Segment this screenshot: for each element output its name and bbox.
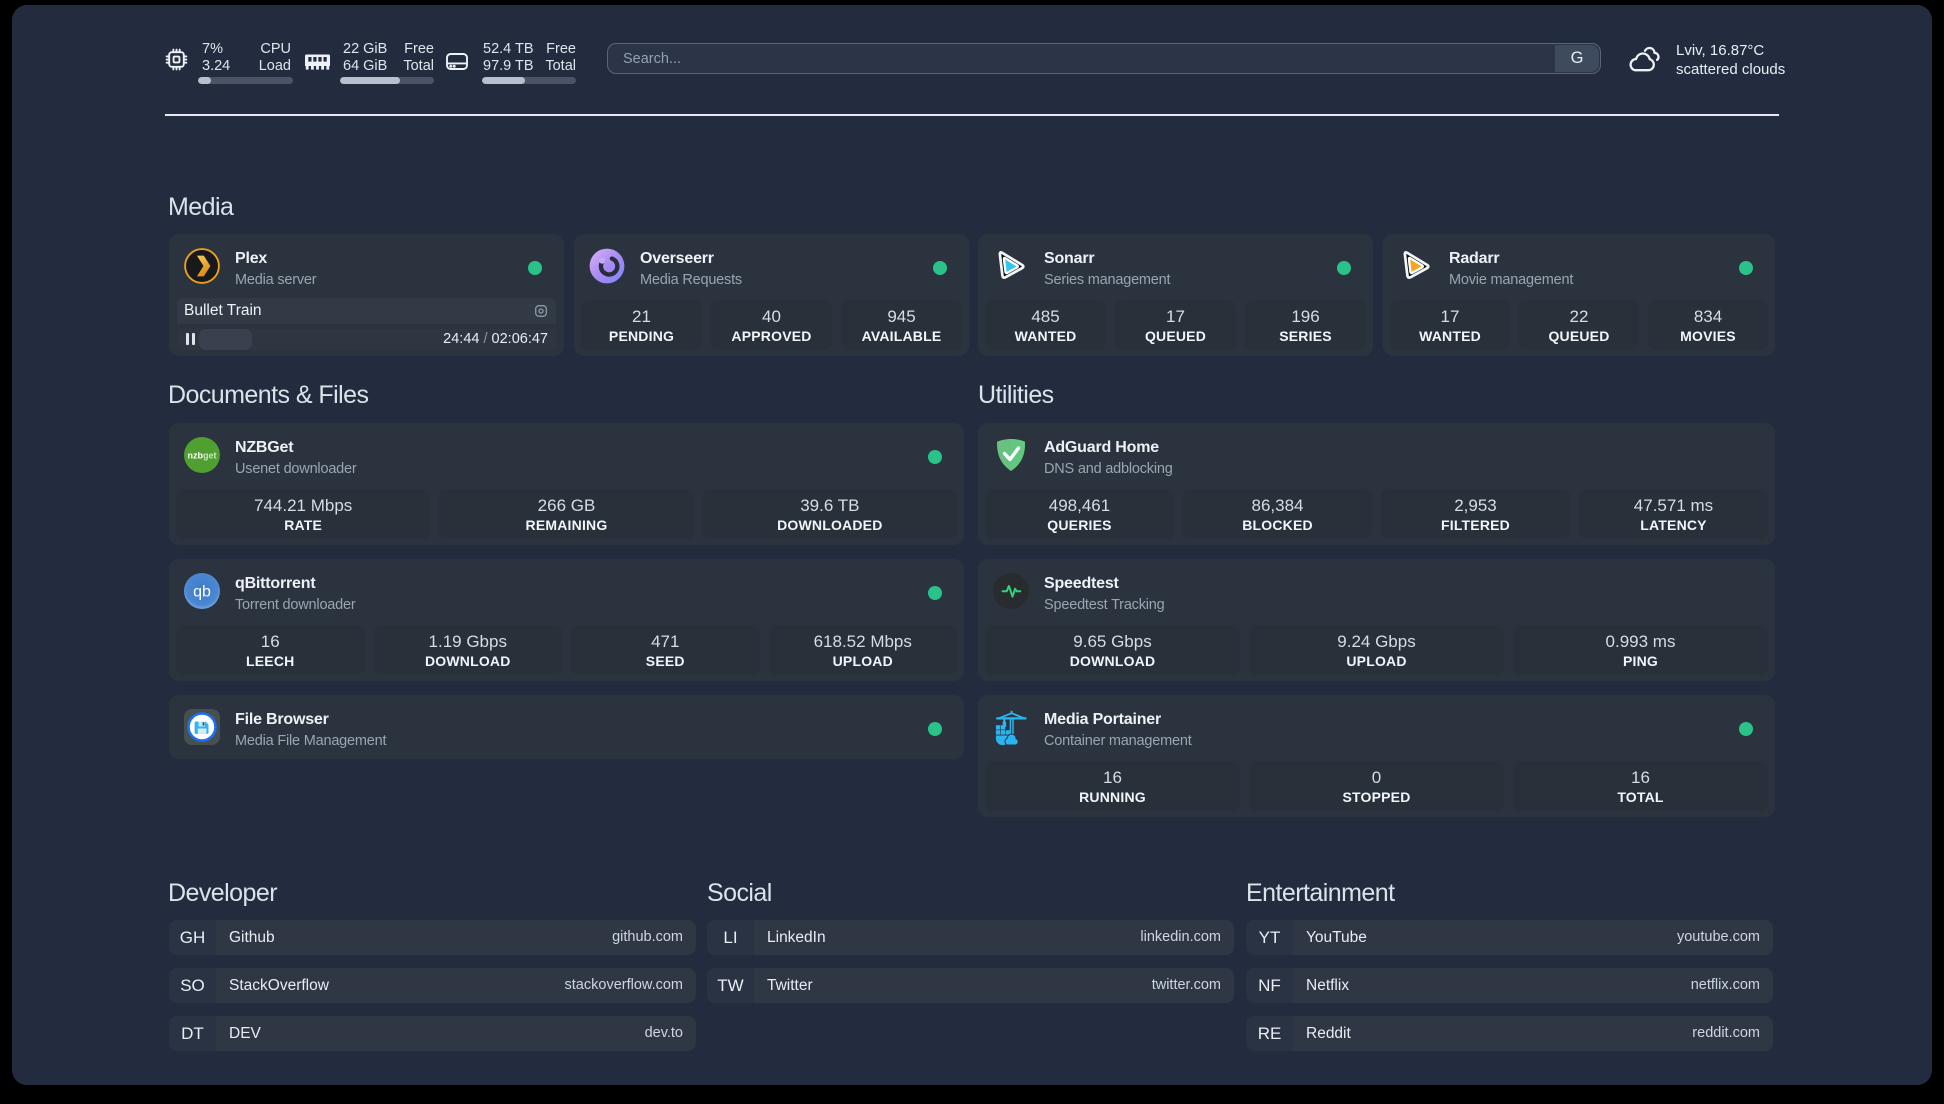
svg-text:nzbget: nzbget <box>188 451 217 461</box>
svg-text:qb: qb <box>193 584 211 601</box>
